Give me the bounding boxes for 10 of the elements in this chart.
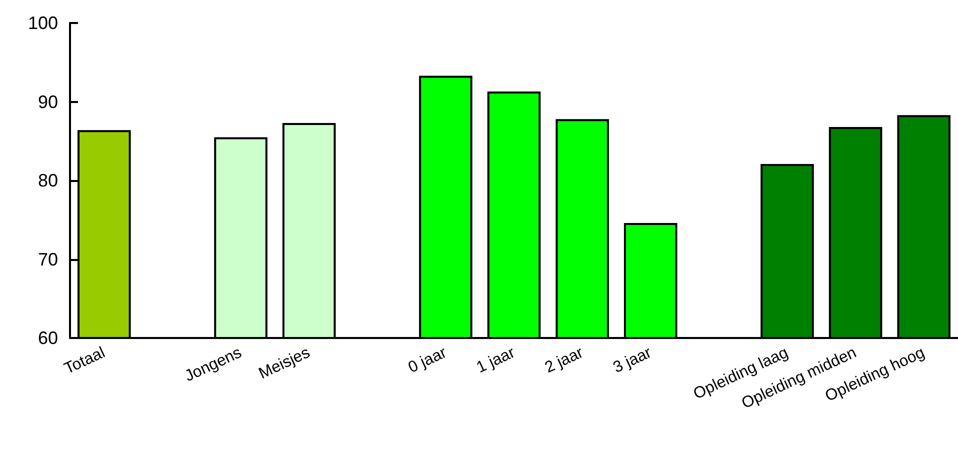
x-tick-label: 2 jaar	[542, 344, 587, 377]
x-tick-label: 1 jaar	[474, 344, 518, 377]
y-tick-label: 100	[28, 13, 58, 33]
x-tick-label: Totaal	[62, 344, 108, 378]
x-tick-label: 3 jaar	[610, 344, 655, 377]
y-tick-label: 70	[38, 249, 58, 270]
y-tick-label: 60	[38, 328, 58, 348]
y-tick-label: 90	[38, 92, 58, 112]
y-tick-label: 80	[38, 170, 58, 190]
x-tick-label: 0 jaar	[406, 344, 450, 377]
